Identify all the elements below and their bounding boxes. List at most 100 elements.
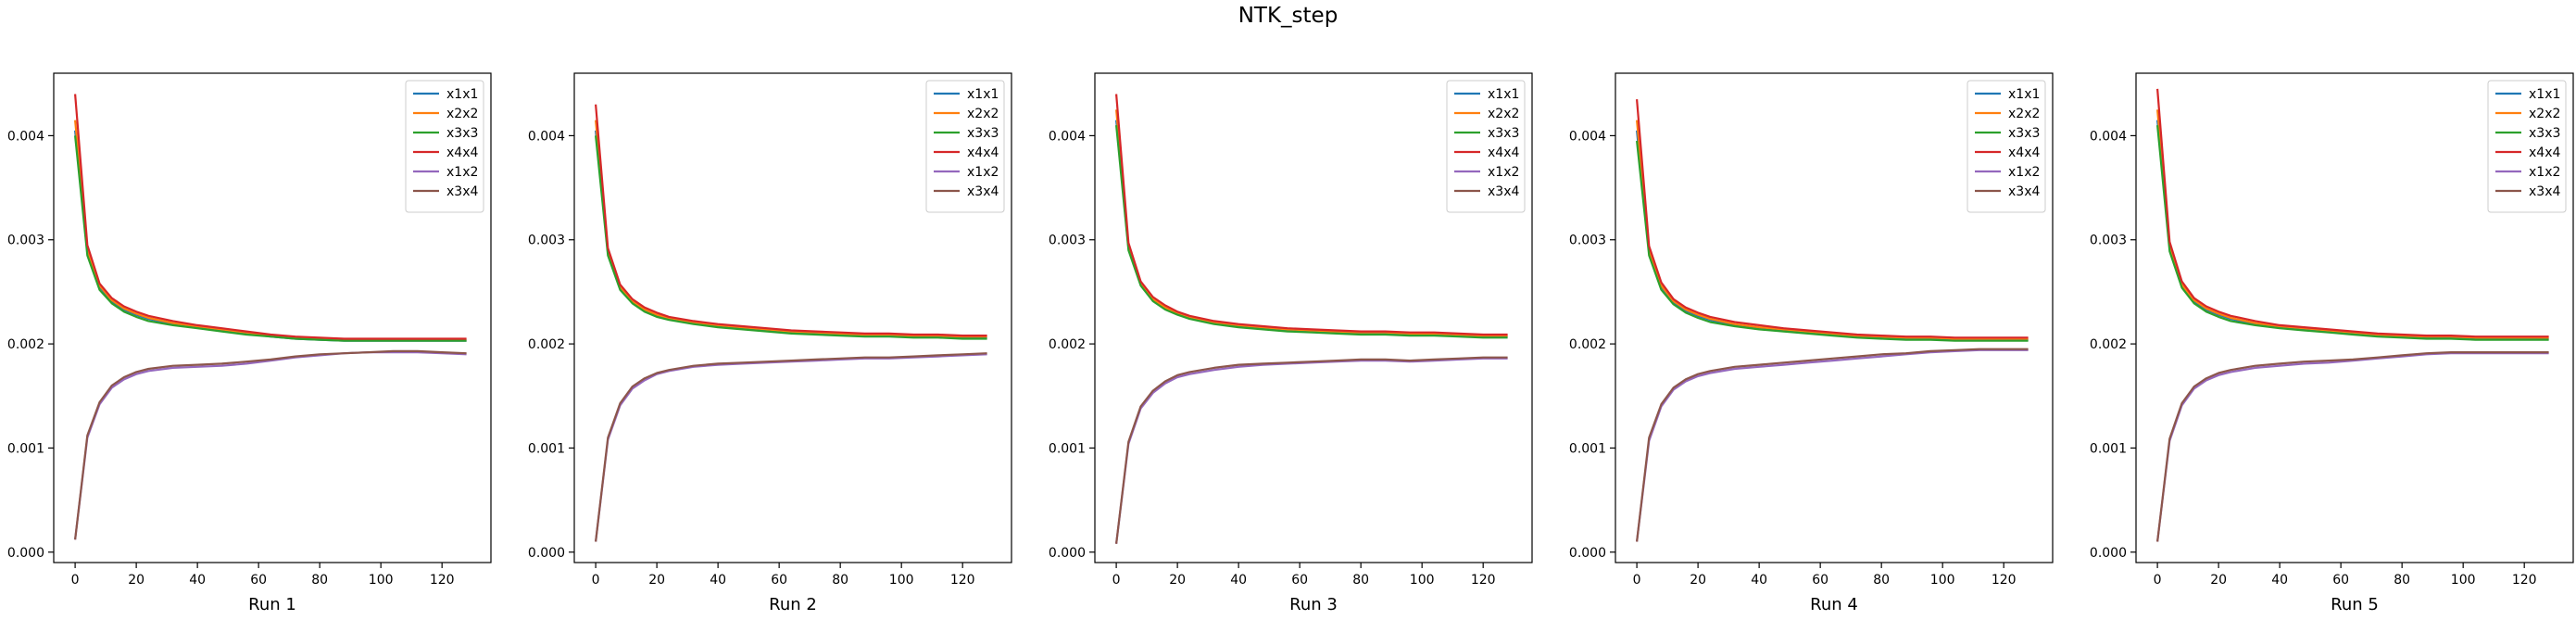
y-tick-label: 0.004: [1049, 129, 1086, 144]
figure-title: NTK_step: [1238, 4, 1338, 28]
y-tick-label: 0.000: [2090, 546, 2127, 561]
x-tick-label: 80: [1352, 573, 1369, 588]
series-line-x2x2: [1115, 109, 1508, 337]
series-line-x1x2: [1115, 357, 1508, 544]
series-line-x3x4: [1636, 348, 2029, 542]
x-tick-label: 0: [71, 573, 80, 588]
y-tick-label: 0.000: [1569, 546, 1606, 561]
series-line-x3x4: [2156, 351, 2549, 542]
legend-label-x1x1: x1x1: [2529, 87, 2560, 102]
legend-label-x4x4: x4x4: [967, 146, 999, 160]
legend-label-x1x2: x1x2: [446, 165, 478, 180]
y-tick-label: 0.001: [528, 441, 565, 456]
x-tick-label: 80: [832, 573, 848, 588]
legend-label-x1x1: x1x1: [446, 87, 478, 102]
legend-label-x2x2: x2x2: [967, 107, 999, 121]
x-tick-label: 100: [369, 573, 394, 588]
legend-label-x3x4: x3x4: [2529, 184, 2560, 199]
y-tick-label: 0.001: [2090, 441, 2127, 456]
x-axis-label: Run 1: [248, 595, 296, 614]
legend-label-x4x4: x4x4: [2008, 146, 2040, 160]
x-tick-label: 40: [710, 573, 726, 588]
x-tick-label: 60: [771, 573, 787, 588]
y-tick-label: 0.003: [1569, 234, 1606, 248]
x-tick-label: 120: [2512, 573, 2537, 588]
x-tick-label: 80: [311, 573, 328, 588]
legend-label-x3x4: x3x4: [446, 184, 478, 199]
x-tick-label: 20: [648, 573, 665, 588]
legend-label-x3x3: x3x3: [1488, 126, 1519, 141]
legend-label-x3x3: x3x3: [967, 126, 999, 141]
legend-label-x1x1: x1x1: [1488, 87, 1519, 102]
series-line-x3x4: [1115, 356, 1508, 544]
series-line-x4x4: [1636, 99, 2029, 339]
axes-frame: [573, 72, 1012, 563]
legend-label-x3x3: x3x3: [2529, 126, 2560, 141]
legend-label-x1x1: x1x1: [967, 87, 999, 102]
x-tick-label: 60: [1291, 573, 1308, 588]
x-tick-label: 60: [1812, 573, 1828, 588]
x-axis-label: Run 4: [1810, 595, 1858, 614]
legend-label-x1x2: x1x2: [2008, 165, 2040, 180]
series-line-x1x2: [595, 353, 987, 542]
series-line-x3x3: [2156, 125, 2549, 341]
legend-label-x1x1: x1x1: [2008, 87, 2040, 102]
series-line-x4x4: [595, 104, 987, 337]
legend-label-x4x4: x4x4: [446, 146, 478, 160]
axes-frame: [1615, 72, 2054, 563]
y-tick-label: 0.001: [7, 441, 44, 456]
x-tick-label: 40: [1230, 573, 1247, 588]
legend: x1x1 x2x2 x3x3 x4x4 x1x2 x3x4: [2487, 80, 2567, 213]
y-tick-label: 0.001: [1569, 441, 1606, 456]
series-line-x4x4: [2156, 88, 2549, 338]
series-line-x4x4: [74, 94, 467, 340]
legend-label-x3x3: x3x3: [446, 126, 478, 141]
x-tick-label: 0: [1112, 573, 1121, 588]
y-tick-label: 0.002: [2090, 337, 2127, 352]
series-line-x1x2: [1636, 348, 2029, 542]
y-tick-label: 0.004: [528, 129, 565, 144]
x-tick-label: 40: [1751, 573, 1767, 588]
x-tick-label: 120: [1471, 573, 1496, 588]
legend: x1x1 x2x2 x3x3 x4x4 x1x2 x3x4: [405, 80, 484, 213]
legend-label-x3x4: x3x4: [2008, 184, 2040, 199]
series-line-x4x4: [1115, 94, 1508, 336]
y-tick-label: 0.003: [7, 234, 44, 248]
legend-label-x4x4: x4x4: [1488, 146, 1519, 160]
y-tick-label: 0.003: [528, 234, 565, 248]
axes-frame: [1094, 72, 1533, 563]
x-axis-label: Run 2: [769, 595, 817, 614]
subplot-3: 0 20 40 60 80 100 120 0.000 0.001 0.002 0.003 0.004…: [1049, 72, 1533, 614]
x-tick-label: 40: [2271, 573, 2288, 588]
y-tick-label: 0.004: [2090, 129, 2127, 144]
y-tick-label: 0.002: [528, 337, 565, 352]
legend-label-x3x4: x3x4: [1488, 184, 1519, 199]
axes-frame: [53, 72, 492, 563]
x-axis-label: Run 3: [1289, 595, 1338, 614]
series-line-x1x2: [74, 351, 467, 540]
x-tick-label: 100: [889, 573, 914, 588]
legend-label-x1x2: x1x2: [1488, 165, 1519, 180]
legend-label-x1x2: x1x2: [967, 165, 999, 180]
x-tick-label: 20: [128, 573, 145, 588]
x-axis-label: Run 5: [2331, 595, 2379, 614]
series-line-x3x4: [74, 349, 467, 540]
x-tick-label: 40: [189, 573, 206, 588]
x-tick-label: 80: [1873, 573, 1890, 588]
subplot-4: 0 20 40 60 80 100 120 0.000 0.001 0.002 0.003 0.004…: [1569, 72, 2054, 614]
legend-label-x2x2: x2x2: [446, 107, 478, 121]
series-line-x3x3: [74, 135, 467, 342]
y-tick-label: 0.002: [1049, 337, 1086, 352]
y-tick-label: 0.000: [528, 546, 565, 561]
legend-label-x4x4: x4x4: [2529, 146, 2560, 160]
series-line-x3x3: [1636, 140, 2029, 342]
y-tick-label: 0.004: [1569, 129, 1606, 144]
x-tick-label: 0: [2154, 573, 2162, 588]
series-line-x3x3: [595, 135, 987, 340]
legend-label-x2x2: x2x2: [1488, 107, 1519, 121]
legend-label-x2x2: x2x2: [2529, 107, 2560, 121]
series-line-x3x4: [595, 352, 987, 542]
y-tick-label: 0.002: [7, 337, 44, 352]
subplot-2: 0 20 40 60 80 100 120 0.000 0.001 0.002 0.003 0.004…: [528, 72, 1012, 614]
